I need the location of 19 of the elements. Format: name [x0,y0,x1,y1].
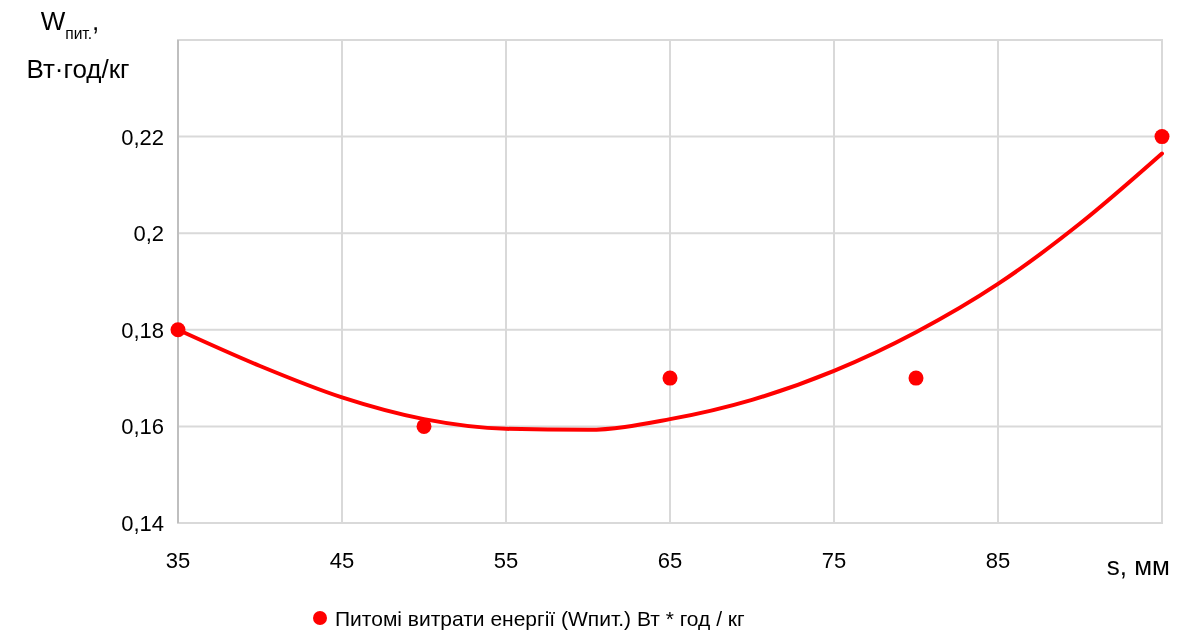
point [416,418,432,434]
y-tick-label: 0,18 [121,317,164,343]
point [662,370,678,386]
y-tick-label: 0,16 [121,414,164,440]
x-tick-label: 65 [657,548,683,573]
x-tick-label: 35 [165,548,191,573]
y-tick-label: 0,14 [121,511,164,536]
legend-label: Питомі витрати енергії (Wпит.) Вт * год / кг [335,607,746,630]
y-tick-label: 0,22 [121,124,164,150]
x-tick-label: 75 [821,548,847,573]
point [1154,129,1170,145]
y-axis-title: W$_{пит.}$, Вт·год/кг [26,6,130,84]
x-tick-label: 55 [493,548,519,573]
x-tick-label: 45 [329,548,355,573]
point [170,322,186,338]
y-tick-label: 0,2 [133,221,164,247]
x-tick-label: 85 [985,548,1011,573]
point [908,370,924,386]
x-axis-title: s, мм [1106,551,1170,581]
